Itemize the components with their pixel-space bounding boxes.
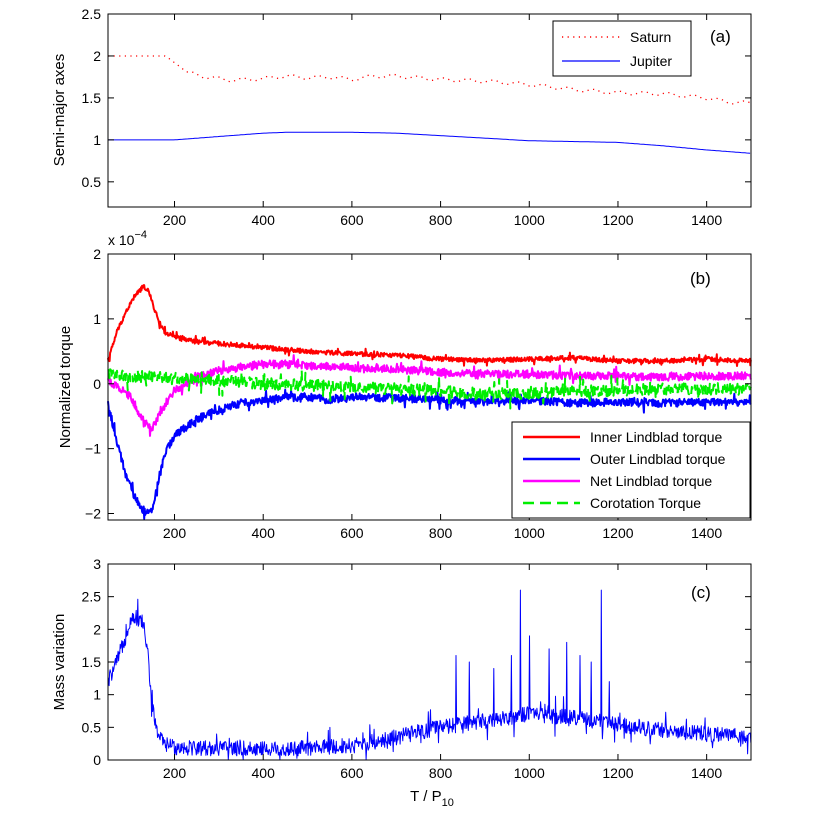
panel-a-ticks: 200 400 600 800 1000 1200 1400 0.5 1 1.5 2 2.5 <box>82 6 751 228</box>
panel-b-scale-exponent: −4 <box>134 229 147 241</box>
x-tick-label: 800 <box>429 212 453 228</box>
x-tick-label: 400 <box>252 212 276 228</box>
y-tick-label: 0.5 <box>82 174 102 190</box>
x-tick-label: 1000 <box>514 765 545 781</box>
panel-a-legend: Saturn Jupiter <box>552 20 692 77</box>
x-tick-label: 1000 <box>514 525 545 541</box>
x-tick-label: 1400 <box>691 212 722 228</box>
panel-a-ylabel: Semi-major axes <box>51 54 68 167</box>
y-tick-label: 1 <box>93 132 101 148</box>
x-tick-label: 1400 <box>691 765 722 781</box>
series-line-mass-variation <box>107 589 752 760</box>
y-tick-label: 1 <box>93 311 101 327</box>
panel-a: 200 400 600 800 1000 1200 1400 0.5 1 1.5 2 2.5 Semi… <box>51 6 752 228</box>
legend-label-outer-lindblad: Outer Lindblad torque <box>590 451 726 467</box>
y-tick-label: 1 <box>93 687 101 703</box>
panel-a-tag: (a) <box>710 27 731 46</box>
y-tick-label: 0 <box>93 752 101 768</box>
panel-b-tag: (b) <box>690 269 711 288</box>
y-tick-label: 1.5 <box>82 90 102 106</box>
legend-label-inner-lindblad: Inner Lindblad torque <box>590 429 723 445</box>
series-line-jupiter <box>108 131 751 154</box>
panel-c-series <box>107 589 752 760</box>
x-tick-label: 800 <box>429 765 453 781</box>
series-line-net-lindblad-torque <box>107 354 752 437</box>
x-tick-label: 200 <box>163 525 187 541</box>
x-axis-label: T / P10 <box>410 788 454 809</box>
y-tick-label: 0.5 <box>82 719 102 735</box>
series-line-inner-lindblad-torque <box>107 284 752 367</box>
x-axis-label-subscript: 10 <box>442 797 454 809</box>
panel-c-ylabel: Mass variation <box>51 614 68 711</box>
series-line-outer-lindblad-torque <box>107 388 752 520</box>
panel-b-series <box>107 284 752 520</box>
panel-c-tag: (c) <box>691 583 711 602</box>
panel-b-ticks: 200 400 600 800 1000 1200 1400 −2 −1 0 1 2 <box>85 246 751 541</box>
panel-b: 200 400 600 800 1000 1200 1400 −2 −1 0 1 2 x 10−4 N… <box>57 229 752 541</box>
x-tick-label: 600 <box>340 525 364 541</box>
y-tick-label: −2 <box>85 506 101 522</box>
y-tick-label: 2 <box>93 246 101 262</box>
x-tick-label: 1200 <box>602 212 633 228</box>
y-tick-label: 0 <box>93 376 101 392</box>
x-tick-label: 200 <box>163 212 187 228</box>
y-tick-label: 3 <box>93 556 101 572</box>
legend-label-net-lindblad: Net Lindblad torque <box>590 473 712 489</box>
y-tick-label: 1.5 <box>82 654 102 670</box>
panel-b-frame <box>107 253 752 521</box>
panel-a-frame <box>107 13 752 208</box>
x-tick-label: 600 <box>340 212 364 228</box>
panel-c: 200 400 600 800 1000 1200 1400 0 0.5 1 1.5 2 2.5 3 Ma… <box>51 556 752 809</box>
panel-b-legend: Inner Lindblad torque Outer Lindblad tor… <box>511 421 751 519</box>
legend-label-corotation: Corotation Torque <box>590 495 701 511</box>
x-tick-label: 400 <box>252 525 276 541</box>
x-tick-label: 800 <box>429 525 453 541</box>
x-tick-label: 200 <box>163 765 187 781</box>
panel-c-ticks: 200 400 600 800 1000 1200 1400 0 0.5 1 1.5 2 2.5 3 <box>82 556 751 781</box>
panel-b-ylabel: Normalized torque <box>57 326 74 449</box>
y-tick-label: 2 <box>93 621 101 637</box>
x-tick-label: 1200 <box>602 765 633 781</box>
y-tick-label: −1 <box>85 441 101 457</box>
legend-label-saturn: Saturn <box>630 29 671 45</box>
x-tick-label: 1200 <box>602 525 633 541</box>
x-tick-label: 400 <box>252 765 276 781</box>
x-tick-label: 1000 <box>514 212 545 228</box>
x-tick-label: 600 <box>340 765 364 781</box>
series-line-corotation-torque <box>107 368 752 410</box>
y-tick-label: 2 <box>93 48 101 64</box>
y-tick-label: 2.5 <box>82 6 102 22</box>
panel-a-legend-box <box>552 20 692 77</box>
y-tick-label: 2.5 <box>82 589 102 605</box>
x-axis-label-main: T / P <box>410 788 441 805</box>
panel-b-scale-note: x 10−4 <box>108 229 147 248</box>
panel-a-series <box>108 55 751 154</box>
panel-b-scale-base: x 10 <box>108 232 135 248</box>
x-tick-label: 1400 <box>691 525 722 541</box>
legend-label-jupiter: Jupiter <box>630 53 672 69</box>
